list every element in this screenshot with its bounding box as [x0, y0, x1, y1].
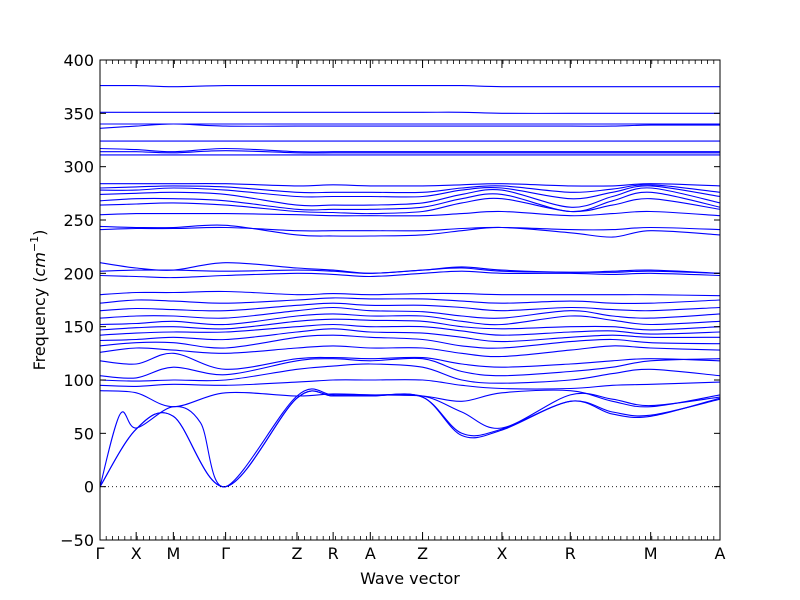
band-line-16 — [100, 302, 720, 312]
band-line-19 — [100, 270, 720, 279]
band-line-17 — [100, 297, 720, 305]
y-tick-label: 0 — [84, 478, 94, 497]
y-tick-label: 400 — [63, 51, 94, 70]
band-line-27 — [100, 187, 720, 208]
band-line-12 — [100, 323, 720, 336]
x-tick-label: Γ — [96, 544, 105, 563]
y-tick-label: 250 — [63, 211, 94, 230]
band-line-15 — [100, 306, 720, 319]
band-line-3 — [100, 388, 720, 488]
y-axis-label-unit: cm — [30, 252, 49, 276]
band-line-10 — [100, 334, 720, 349]
y-tick-label: 300 — [63, 158, 94, 177]
x-tick-label: X — [131, 544, 142, 563]
y-axis-label-prefix: Frequency ( — [30, 276, 49, 370]
y-tick-labels: −50 0 50 100 150 200 250 300 350 400 — [60, 51, 94, 550]
band-line-29 — [100, 184, 720, 194]
x-tick-label: R — [565, 544, 576, 563]
y-tick-label: 350 — [63, 104, 94, 123]
x-tick-label: X — [496, 544, 507, 563]
x-tick-label: M — [166, 544, 180, 563]
band-line-30 — [100, 183, 720, 187]
band-line-33 — [100, 147, 720, 153]
y-tick-label: 50 — [74, 424, 94, 443]
band-line-24 — [100, 210, 720, 217]
band-line-7 — [100, 357, 720, 379]
y-tick-label: 150 — [63, 318, 94, 337]
y-axis-label-suffix: ) — [30, 230, 49, 236]
band-line-2 — [100, 390, 720, 488]
band-line-4 — [100, 389, 720, 408]
band-line-28 — [100, 185, 720, 200]
y-tick-label: 100 — [63, 371, 94, 390]
x-tick-label: A — [365, 544, 376, 563]
band-line-35 — [100, 123, 720, 129]
band-line-14 — [100, 313, 720, 326]
x-tick-label: A — [715, 544, 726, 563]
band-line-37 — [100, 111, 720, 114]
x-axis-label: Wave vector — [360, 569, 460, 588]
x-tick-label: Z — [417, 544, 428, 563]
x-tick-label: M — [644, 544, 658, 563]
x-tick-label: Γ — [221, 544, 230, 563]
band-line-21 — [100, 262, 720, 274]
x-tick-label: R — [328, 544, 339, 563]
band-line-26 — [100, 191, 720, 213]
y-tick-label: 200 — [63, 264, 94, 283]
axis-ticks — [99, 59, 721, 541]
band-line-25 — [100, 197, 720, 215]
y-axis-label: Frequency (cm−1) — [28, 230, 49, 371]
band-line-6 — [100, 363, 720, 384]
band-line-38 — [100, 84, 720, 88]
plot-frame — [99, 59, 721, 541]
band-line-1 — [100, 390, 720, 488]
band-line-8 — [100, 352, 720, 370]
band-line-22 — [100, 226, 720, 232]
y-tick-label: −50 — [60, 531, 94, 550]
band-line-13 — [100, 318, 720, 331]
band-line-9 — [100, 345, 720, 358]
y-axis-label-exponent: −1 — [28, 236, 41, 252]
band-line-11 — [100, 328, 720, 343]
band-line-18 — [100, 290, 720, 297]
band-line-23 — [100, 224, 720, 238]
band-line-5 — [100, 379, 720, 390]
dispersion-curves — [100, 84, 720, 488]
x-tick-label: Z — [291, 544, 302, 563]
band-line-32 — [100, 150, 720, 154]
